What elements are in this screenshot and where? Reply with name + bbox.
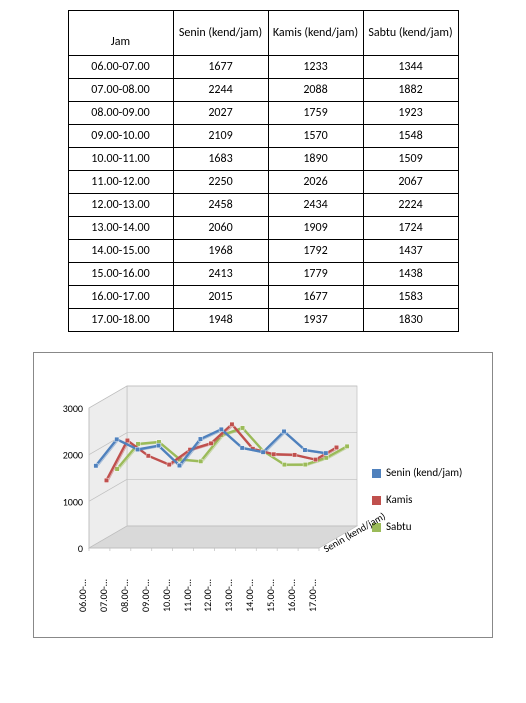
table-cell: 2026 — [268, 171, 363, 194]
table-cell: 14.00-15.00 — [68, 240, 173, 263]
table-cell: 1233 — [268, 56, 363, 79]
x-tick-label: 06.00-… — [76, 579, 89, 612]
x-tick-label: 10.00-… — [160, 579, 173, 612]
col-sabtu: Sabtu (kend/jam) — [363, 11, 458, 56]
table-cell: 1937 — [268, 309, 363, 332]
table-cell: 2067 — [363, 171, 458, 194]
table-cell: 1677 — [173, 56, 268, 79]
table-cell: 11.00-12.00 — [68, 171, 173, 194]
table-cell: 1677 — [268, 286, 363, 309]
table-cell: 1683 — [173, 148, 268, 171]
table-cell: 2109 — [173, 125, 268, 148]
x-tick-label: 15.00-… — [264, 579, 277, 612]
legend-item: Kamis — [372, 490, 462, 511]
table-cell: 1570 — [268, 125, 363, 148]
table-cell: 1438 — [363, 263, 458, 286]
table-row: 09.00-10.00210915701548 — [68, 125, 458, 148]
table-row: 16.00-17.00201516771583 — [68, 286, 458, 309]
x-tick-label: 07.00-… — [97, 579, 110, 612]
table-cell: 17.00-18.00 — [68, 309, 173, 332]
table-cell: 1724 — [363, 217, 458, 240]
svg-text:1000: 1000 — [63, 495, 83, 508]
table-cell: 06.00-07.00 — [68, 56, 173, 79]
table-row: 17.00-18.00194819371830 — [68, 309, 458, 332]
table-cell: 2015 — [173, 286, 268, 309]
x-tick-label: 16.00-… — [285, 579, 298, 612]
table-cell: 15.00-16.00 — [68, 263, 173, 286]
table-cell: 2250 — [173, 171, 268, 194]
table-cell: 1437 — [363, 240, 458, 263]
x-tick-label: 12.00-… — [201, 579, 214, 612]
col-kamis: Kamis (kend/jam) — [268, 11, 363, 56]
legend-label: Kamis — [386, 490, 412, 511]
table-row: 11.00-12.00225020262067 — [68, 171, 458, 194]
col-jam: Jam — [68, 11, 173, 56]
table-cell: 1344 — [363, 56, 458, 79]
chart-canvas: 0 1000 2000 3000 — [44, 378, 364, 568]
table-cell: 09.00-10.00 — [68, 125, 173, 148]
svg-text:2000: 2000 — [63, 449, 83, 462]
traffic-table: Jam Senin (kend/jam) Kamis (kend/jam) Sa… — [68, 10, 459, 332]
table-cell: 1830 — [363, 309, 458, 332]
x-tick-label: 13.00-… — [222, 579, 235, 612]
table-cell: 1779 — [268, 263, 363, 286]
legend-swatch — [372, 469, 381, 478]
legend-item: Senin (kend/jam) — [372, 463, 462, 484]
table-cell: 12.00-13.00 — [68, 194, 173, 217]
table-cell: 2458 — [173, 194, 268, 217]
svg-text:0: 0 — [78, 542, 83, 555]
table-row: 06.00-07.00167712331344 — [68, 56, 458, 79]
table-cell: 2027 — [173, 102, 268, 125]
table-cell: 1583 — [363, 286, 458, 309]
table-cell: 13.00-14.00 — [68, 217, 173, 240]
table-row: 15.00-16.00241317791438 — [68, 263, 458, 286]
table-cell: 2088 — [268, 79, 363, 102]
table-cell: 1759 — [268, 102, 363, 125]
table-cell: 07.00-08.00 — [68, 79, 173, 102]
legend-label: Sabtu — [386, 517, 412, 538]
legend-swatch — [372, 496, 381, 505]
table-row: 07.00-08.00224420881882 — [68, 79, 458, 102]
table-row: 12.00-13.00245824342224 — [68, 194, 458, 217]
traffic-chart: 0 1000 2000 3000 06.00-… 07.00-… 08.00-… 09.00… — [33, 352, 493, 638]
table-row: 10.00-11.00168318901509 — [68, 148, 458, 171]
x-tick-label: 17.00-… — [306, 579, 319, 612]
table-row: 08.00-09.00202717591923 — [68, 102, 458, 125]
table-cell: 16.00-17.00 — [68, 286, 173, 309]
table-cell: 1509 — [363, 148, 458, 171]
table-cell: 1948 — [173, 309, 268, 332]
table-cell: 2060 — [173, 217, 268, 240]
table-cell: 1890 — [268, 148, 363, 171]
legend-label: Senin (kend/jam) — [386, 463, 462, 484]
table-cell: 2413 — [173, 263, 268, 286]
table-cell: 2244 — [173, 79, 268, 102]
x-tick-label: 14.00-… — [243, 579, 256, 612]
x-tick-label: 09.00-… — [139, 579, 152, 612]
table-cell: 1923 — [363, 102, 458, 125]
svg-text:3000: 3000 — [63, 402, 83, 415]
table-cell: 1792 — [268, 240, 363, 263]
table-cell: 1882 — [363, 79, 458, 102]
table-cell: 10.00-11.00 — [68, 148, 173, 171]
table-cell: 1548 — [363, 125, 458, 148]
table-cell: 2434 — [268, 194, 363, 217]
table-cell: 1968 — [173, 240, 268, 263]
table-cell: 2224 — [363, 194, 458, 217]
table-row: 14.00-15.00196817921437 — [68, 240, 458, 263]
table-cell: 1909 — [268, 217, 363, 240]
x-tick-label: 08.00-… — [118, 579, 131, 612]
table-row: 13.00-14.00206019091724 — [68, 217, 458, 240]
col-senin: Senin (kend/jam) — [173, 11, 268, 56]
x-tick-label: 11.00-… — [181, 579, 194, 612]
table-cell: 08.00-09.00 — [68, 102, 173, 125]
